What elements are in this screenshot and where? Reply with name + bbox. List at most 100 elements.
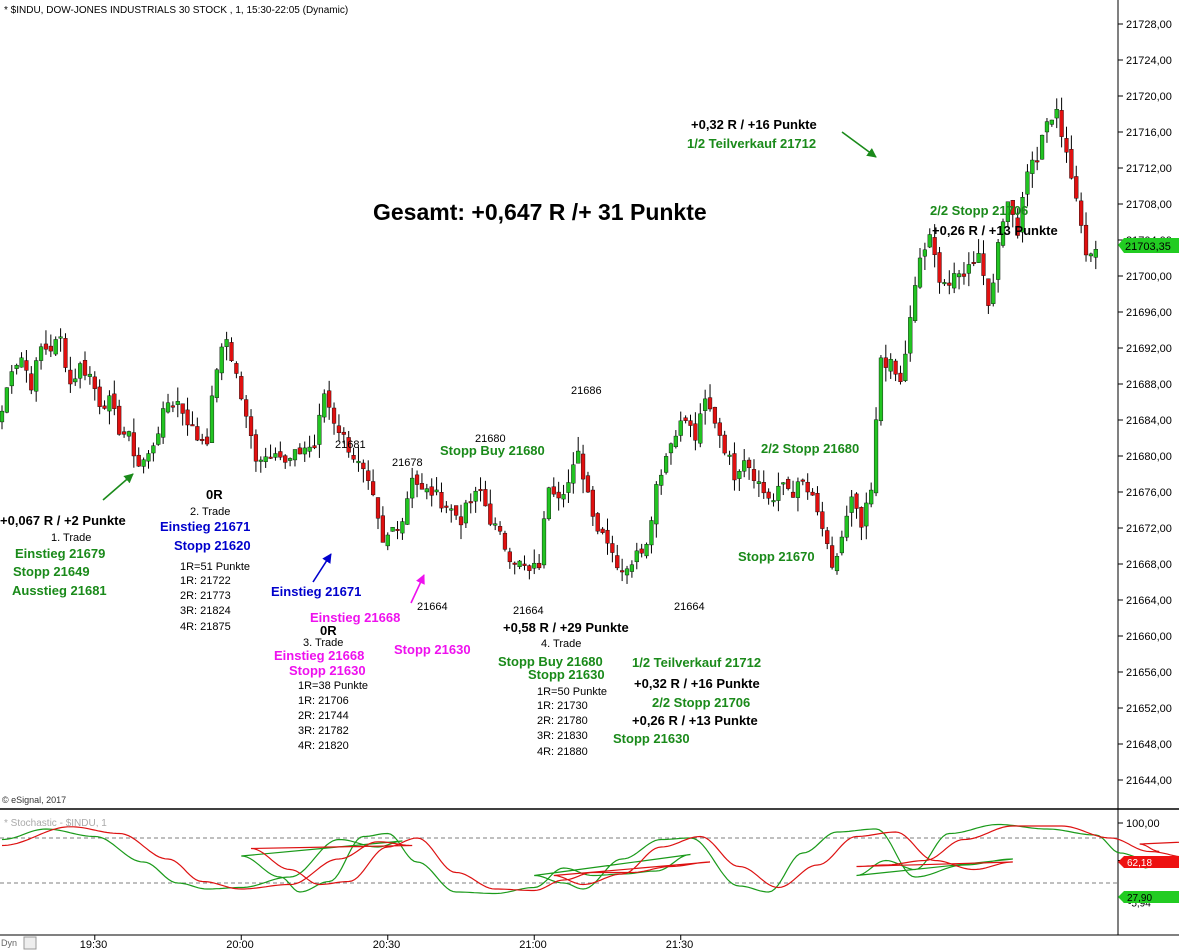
price-tick-label: 21660,00 [1126, 631, 1172, 643]
annotation-t5-result: +0,32 R / +16 Punkte [634, 676, 760, 691]
stoch-d-last-marker [1118, 856, 1179, 868]
annotation-t4-label: 4. Trade [541, 638, 581, 650]
candle-body [815, 493, 820, 513]
candle-body [346, 437, 351, 453]
candle-body [527, 565, 532, 571]
candle-body [795, 481, 801, 498]
annotation-t5-result-top: +0,32 R / +16 Punkte [691, 117, 817, 132]
candle-body [1069, 149, 1074, 179]
candle-body [1093, 249, 1098, 258]
candle-body [493, 523, 498, 526]
candle-body [341, 431, 346, 435]
candle-body [278, 451, 283, 458]
price-tick-label: 21696,00 [1126, 307, 1172, 319]
candle-body [712, 406, 718, 424]
candle-body [73, 378, 78, 383]
annotation-high-21678: 21678 [392, 457, 423, 469]
candle-body [1030, 159, 1035, 174]
candle-body [165, 402, 171, 413]
candle-body [947, 282, 952, 286]
annotation-t4-exit: 2/2 Stopp 21680 [761, 441, 859, 456]
candle-body [195, 426, 200, 441]
annotation-t3-1r: 1R: 21706 [298, 695, 349, 707]
annotation-t1-stop: Stopp 21649 [13, 564, 90, 579]
stochastic-panel: 100,0050,00-5,94 [0, 818, 1179, 910]
candle-body [1020, 197, 1025, 233]
price-tick-label: 21684,00 [1126, 415, 1172, 427]
candle-body [590, 489, 595, 517]
candle-body [502, 532, 508, 550]
annotation-t5-result2: +0,26 R / +13 Punkte [632, 713, 758, 728]
last-price-label: 21703,35 [1125, 241, 1171, 253]
annotation-t1-entry: Einstieg 21679 [15, 546, 105, 561]
candle-body [751, 469, 757, 481]
candle-body [864, 502, 869, 527]
candle-body [981, 253, 986, 276]
candle-body [268, 456, 273, 459]
candle-body [131, 432, 136, 457]
candle-body [707, 397, 713, 410]
candle-body [571, 464, 576, 484]
candle-body [761, 482, 766, 494]
candle-body [610, 543, 615, 553]
candle-body [644, 544, 649, 557]
candle-body [200, 438, 205, 441]
candle-body [136, 454, 141, 467]
candle-body [224, 339, 229, 347]
dynamic-corner-label: Dyn [1, 938, 17, 948]
candle-body [312, 445, 317, 449]
annotation-t2-entry: Einstieg 21671 [160, 519, 250, 534]
stoch-d-last-label: 62,18 [1127, 858, 1152, 869]
candle-body [942, 282, 947, 285]
candle-body [253, 434, 259, 462]
candle-body [463, 502, 468, 524]
candle-body [922, 249, 927, 257]
time-tick-label: 19:30 [80, 939, 108, 951]
candle-body [859, 507, 864, 528]
candle-body [170, 405, 176, 408]
candle-body [273, 453, 278, 458]
annotation-t2-result: 0R [206, 487, 223, 502]
candle-body [1000, 221, 1006, 246]
candle-body [248, 416, 254, 436]
candle-body [497, 526, 503, 532]
candle-body [468, 501, 473, 504]
price-tick-label: 21716,00 [1126, 127, 1172, 139]
annotation-t4-stop: Stopp 21630 [528, 667, 605, 682]
annotation-high-21686: 21686 [571, 385, 602, 397]
price-tick-label: 21664,00 [1126, 595, 1172, 607]
candle-body [14, 364, 19, 369]
candle-body [507, 551, 512, 563]
candle-body [141, 459, 146, 467]
candle-body [839, 536, 844, 554]
candle-body [629, 564, 635, 572]
candle-body [1035, 160, 1040, 163]
candle-body [620, 570, 625, 573]
candle-body [615, 555, 620, 569]
copyright: © eSignal, 2017 [2, 795, 66, 805]
corner-button[interactable] [23, 936, 37, 950]
candle-body [239, 376, 244, 400]
candle-body [556, 491, 561, 499]
candle-body [419, 483, 425, 490]
candle-body [322, 393, 327, 418]
annotation-low-21664-a: 21664 [417, 601, 448, 613]
candle-body [43, 343, 49, 350]
candle-body [678, 420, 683, 436]
candle-body [844, 515, 849, 538]
candle-body [4, 387, 9, 413]
candle-body [263, 456, 268, 462]
candle-body [932, 237, 937, 256]
candle-body [576, 450, 581, 464]
candle-body [634, 550, 639, 563]
candle-body [244, 399, 249, 417]
arrow-t3-entry [410, 574, 425, 604]
price-tick-label: 21728,00 [1126, 19, 1172, 31]
candle-body [410, 477, 415, 499]
stoch-k-last-marker [1118, 891, 1179, 903]
candle-body [1015, 217, 1020, 236]
candle-body [102, 405, 107, 409]
candle-body [483, 489, 488, 507]
candle-body [917, 257, 923, 288]
annotation-high-21681: 21681 [335, 439, 366, 451]
